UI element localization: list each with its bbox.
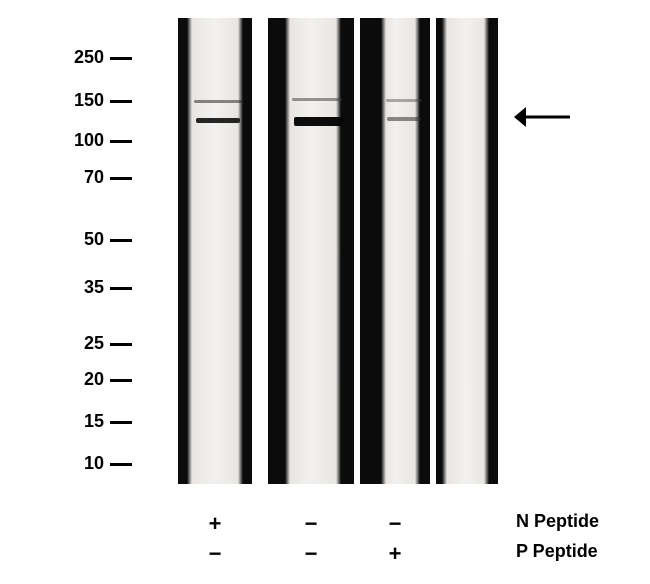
- blot-lane: [178, 18, 252, 484]
- protein-band: [294, 117, 344, 126]
- condition-cell: −: [299, 511, 323, 537]
- blot-lane-background: [268, 18, 354, 484]
- condition-cell: +: [203, 511, 227, 537]
- blot-lane-background: [436, 18, 498, 484]
- condition-row-label: P Peptide: [516, 541, 598, 562]
- mw-marker-tick: [110, 343, 132, 346]
- mw-marker-label: 25: [64, 333, 104, 354]
- target-band-arrow: [512, 105, 574, 129]
- blot-lane-background: [360, 18, 430, 484]
- condition-cell: −: [203, 541, 227, 567]
- blot-lane: [436, 18, 498, 484]
- blot-lane: [360, 18, 430, 484]
- mw-marker-tick: [110, 287, 132, 290]
- mw-marker-label: 70: [64, 167, 104, 188]
- mw-marker-label: 50: [64, 229, 104, 250]
- condition-cell: −: [383, 511, 407, 537]
- condition-cell: +: [383, 541, 407, 567]
- mw-marker-tick: [110, 57, 132, 60]
- protein-band: [292, 98, 342, 101]
- mw-marker-tick: [110, 239, 132, 242]
- mw-marker-label: 100: [64, 130, 104, 151]
- condition-row-label: N Peptide: [516, 511, 599, 532]
- protein-band: [194, 100, 242, 103]
- protein-band: [387, 117, 421, 121]
- protein-band: [386, 99, 422, 102]
- mw-marker-tick: [110, 379, 132, 382]
- mw-marker-tick: [110, 421, 132, 424]
- mw-marker-label: 250: [64, 47, 104, 68]
- mw-marker-label: 15: [64, 411, 104, 432]
- mw-marker-label: 10: [64, 453, 104, 474]
- blot-lane-background: [178, 18, 252, 484]
- mw-marker-tick: [110, 100, 132, 103]
- mw-marker-tick: [110, 177, 132, 180]
- mw-marker-label: 150: [64, 90, 104, 111]
- mw-marker-label: 35: [64, 277, 104, 298]
- condition-cell: −: [299, 541, 323, 567]
- protein-band: [196, 118, 240, 123]
- mw-marker-tick: [110, 140, 132, 143]
- blot-lane: [268, 18, 354, 484]
- mw-marker-tick: [110, 463, 132, 466]
- mw-marker-label: 20: [64, 369, 104, 390]
